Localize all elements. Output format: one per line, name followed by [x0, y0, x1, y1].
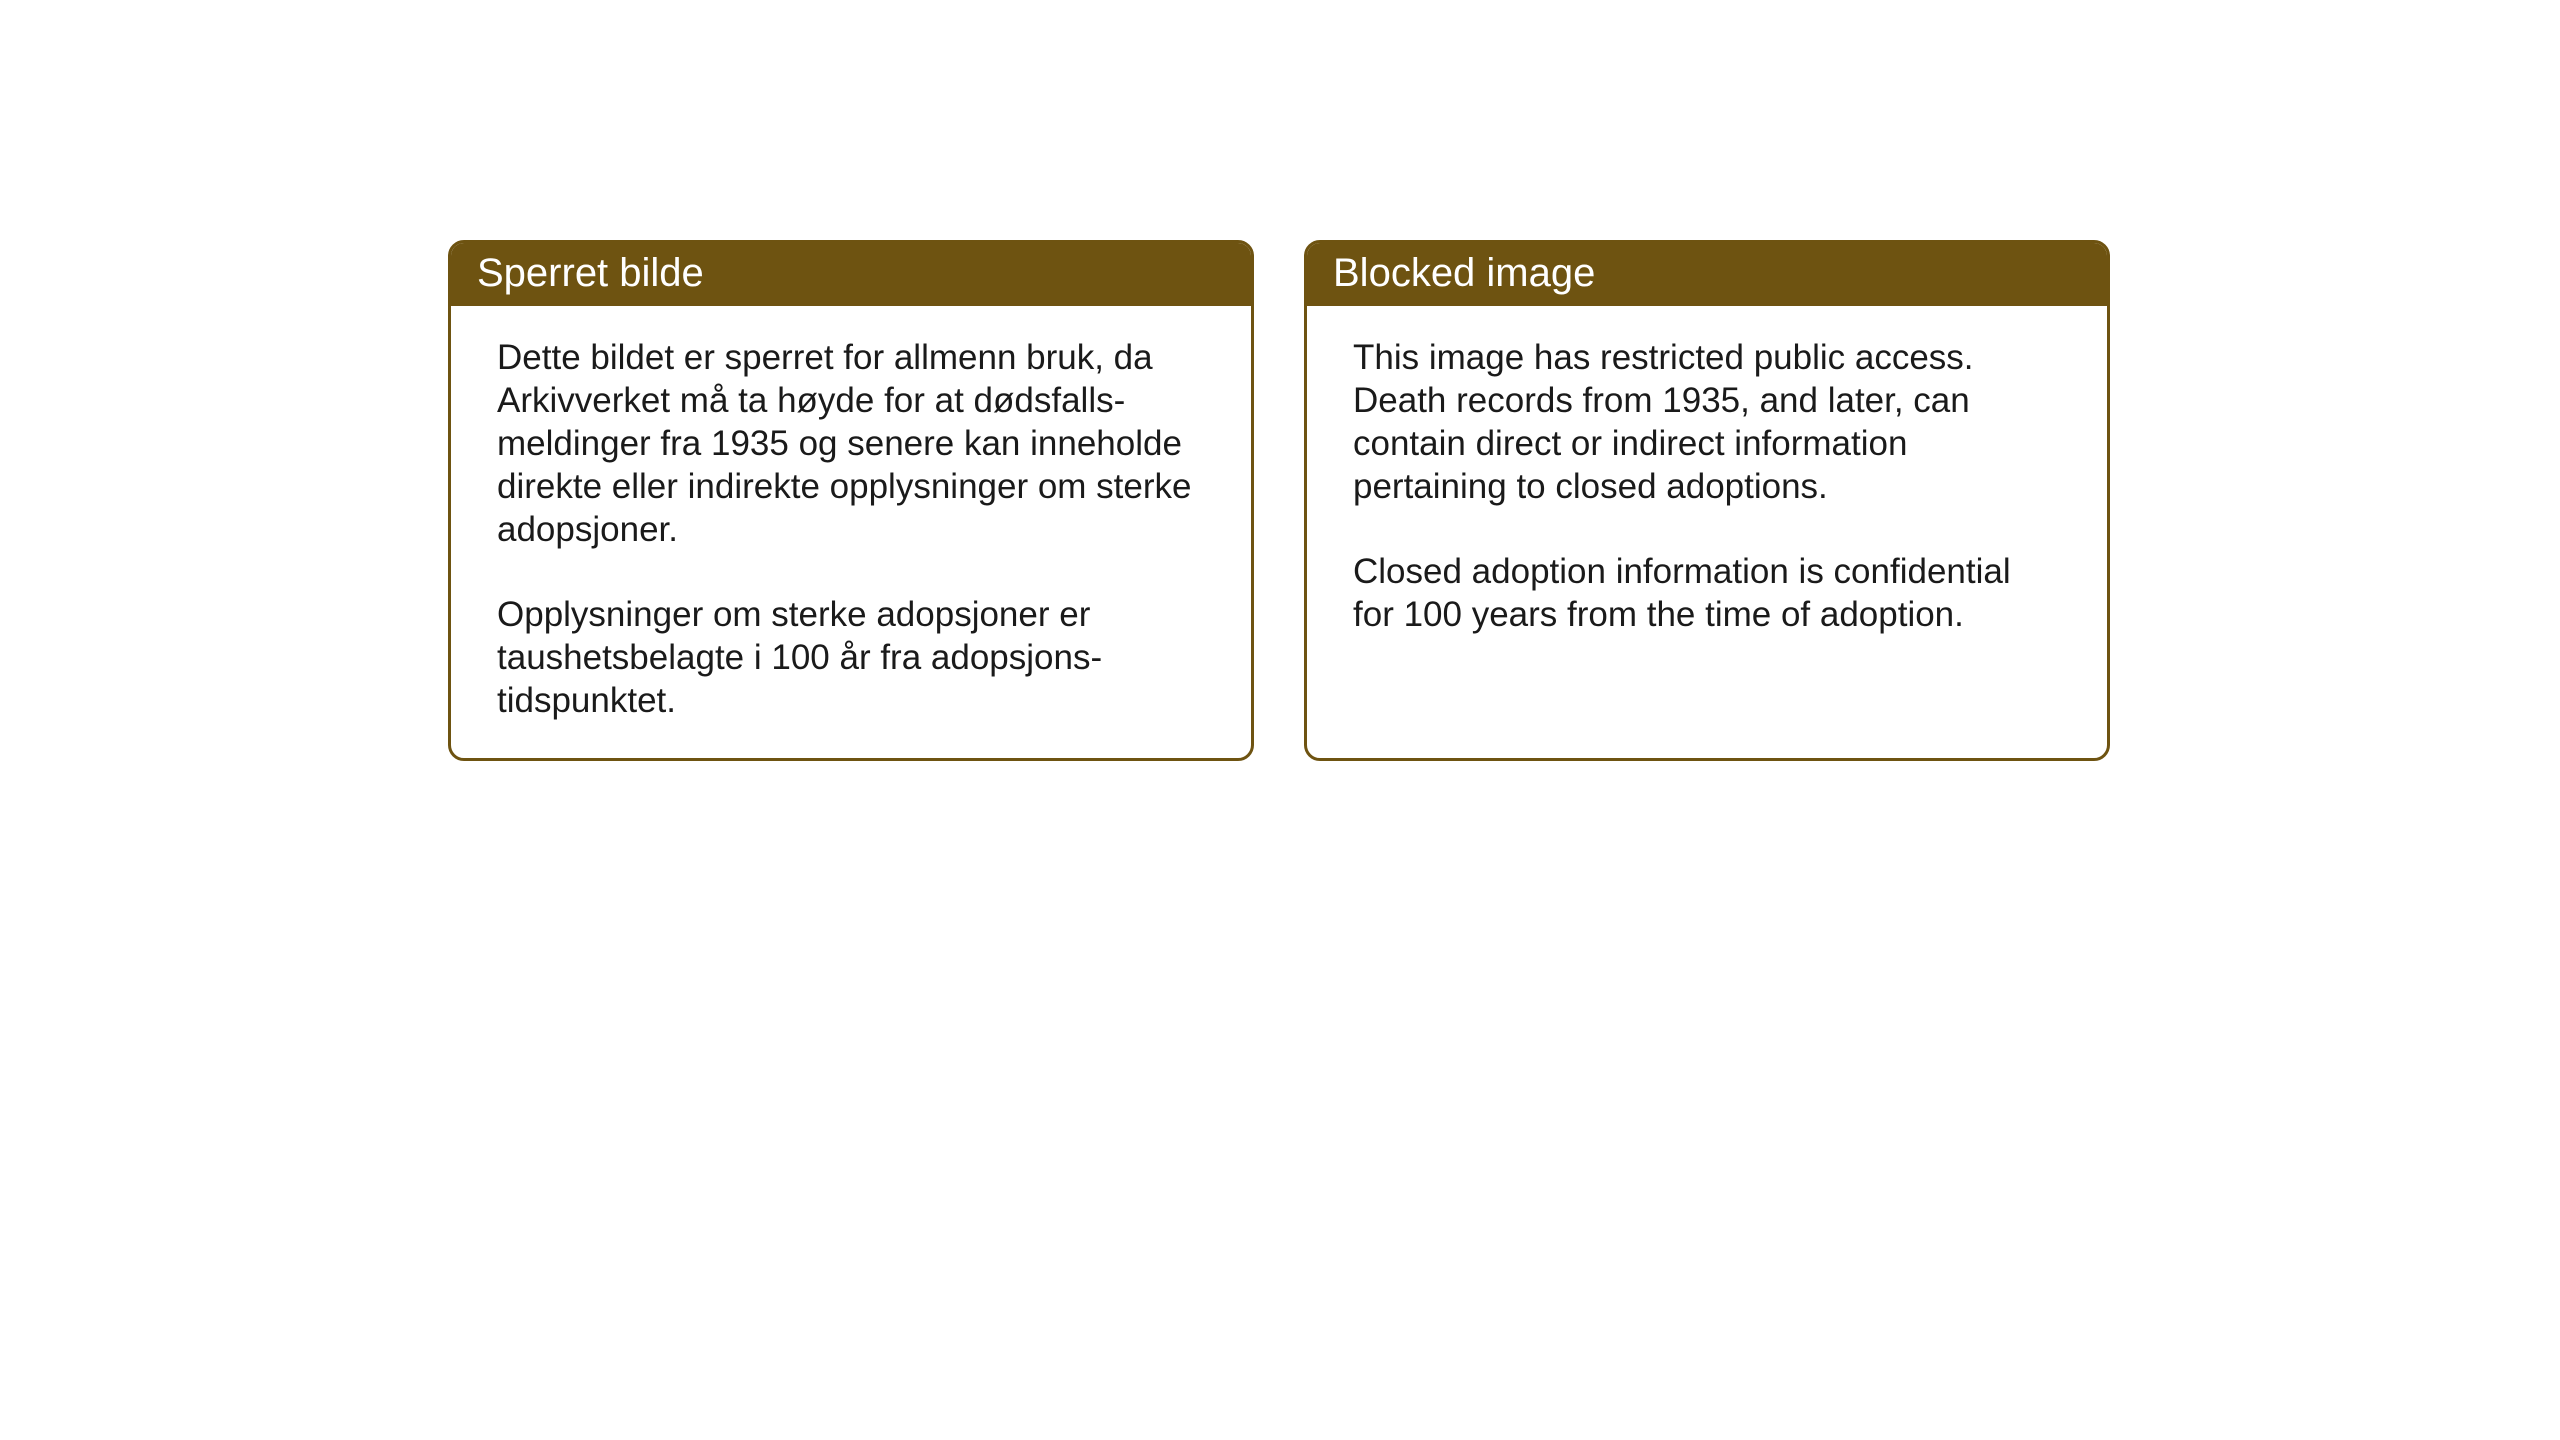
card-header-norwegian: Sperret bilde: [451, 243, 1251, 306]
card-paragraph: Opplysninger om sterke adopsjoner er tau…: [497, 593, 1205, 722]
card-paragraph: Dette bildet er sperret for allmenn bruk…: [497, 336, 1205, 551]
card-body-english: This image has restricted public access.…: [1307, 306, 2107, 672]
card-english: Blocked image This image has restricted …: [1304, 240, 2110, 761]
card-paragraph: Closed adoption information is confident…: [1353, 550, 2061, 636]
card-header-english: Blocked image: [1307, 243, 2107, 306]
card-body-norwegian: Dette bildet er sperret for allmenn bruk…: [451, 306, 1251, 758]
card-container: Sperret bilde Dette bildet er sperret fo…: [0, 0, 2560, 761]
card-norwegian: Sperret bilde Dette bildet er sperret fo…: [448, 240, 1254, 761]
card-paragraph: This image has restricted public access.…: [1353, 336, 2061, 508]
